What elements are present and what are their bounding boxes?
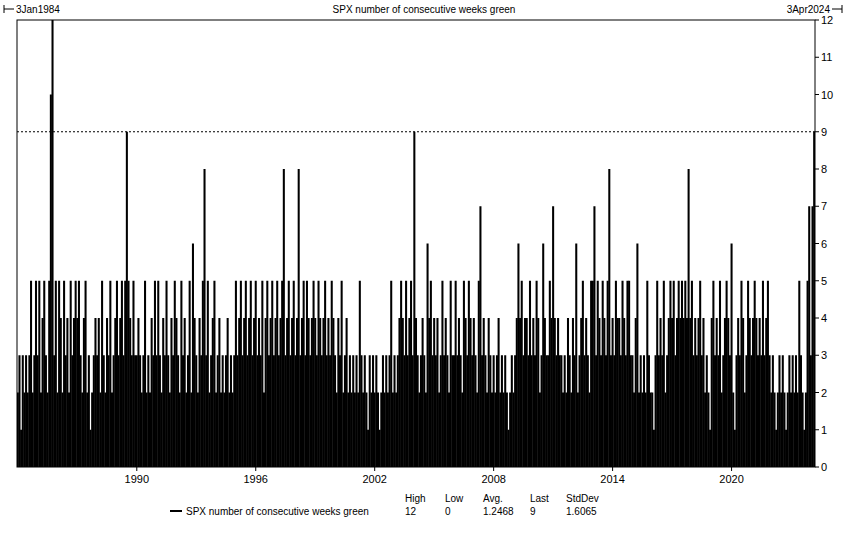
frame [17, 20, 815, 467]
y-tick [815, 131, 819, 132]
y-tick [815, 206, 819, 207]
y-tick-label: 10 [821, 89, 833, 101]
legend-label: SPX number of consecutive weeks green [186, 506, 369, 517]
stat-label: High [405, 493, 426, 504]
stat-label: Avg. [483, 493, 503, 504]
x-tick-label: 2020 [719, 473, 743, 485]
background [0, 0, 848, 535]
y-tick-label: 11 [821, 51, 832, 63]
range-marker [832, 9, 842, 10]
y-tick [815, 243, 819, 244]
y-tick-label: 4 [821, 312, 827, 324]
y-tick-label: 6 [821, 238, 827, 250]
y-tick [815, 280, 819, 281]
y-tick-label: 12 [821, 14, 833, 26]
y-tick [815, 20, 819, 21]
y-tick [815, 318, 819, 319]
x-tick-label: 2008 [481, 473, 505, 485]
reference-line [17, 131, 815, 132]
range-marker [842, 5, 843, 13]
bars [17, 20, 815, 467]
stat-value: 0 [445, 506, 451, 517]
start-date: 3Jan1984 [16, 4, 60, 15]
y-tick [815, 169, 819, 170]
stat-label: Low [445, 493, 464, 504]
x-tick [731, 467, 732, 471]
y-tick-label: 5 [821, 275, 827, 287]
range-marker [4, 9, 14, 10]
y-tick-label: 3 [821, 349, 827, 361]
x-tick-label: 2014 [600, 473, 624, 485]
x-tick [374, 467, 375, 471]
chart: 0123456789101112199019962002200820142020… [0, 0, 848, 535]
title: SPX number of consecutive weeks green [333, 4, 516, 15]
y-tick-label: 9 [821, 126, 827, 138]
stat-value: 1.2468 [483, 506, 514, 517]
y-tick [815, 467, 819, 468]
stat-value: 9 [530, 506, 536, 517]
x-tick [136, 467, 137, 471]
y-tick-label: 1 [821, 424, 827, 436]
x-tick [612, 467, 613, 471]
plot-area [17, 20, 815, 467]
y-tick-label: 0 [821, 461, 827, 473]
stat-value: 12 [405, 506, 417, 517]
stat-label: Last [530, 493, 549, 504]
y-tick [815, 392, 819, 393]
y-tick [815, 57, 819, 58]
y-tick [815, 94, 819, 95]
y-tick-label: 8 [821, 163, 827, 175]
x-tick [255, 467, 256, 471]
stat-label: StdDev [566, 493, 599, 504]
stat-value: 1.6065 [566, 506, 597, 517]
y-tick-label: 7 [821, 200, 827, 212]
x-tick-label: 1996 [243, 473, 267, 485]
x-tick-label: 2002 [362, 473, 386, 485]
y-tick-label: 2 [821, 387, 827, 399]
y-tick [815, 355, 819, 356]
legend-swatch [170, 510, 182, 512]
x-tick-label: 1990 [125, 473, 149, 485]
x-tick [493, 467, 494, 471]
y-tick [815, 429, 819, 430]
end-date: 3Apr2024 [787, 4, 831, 15]
